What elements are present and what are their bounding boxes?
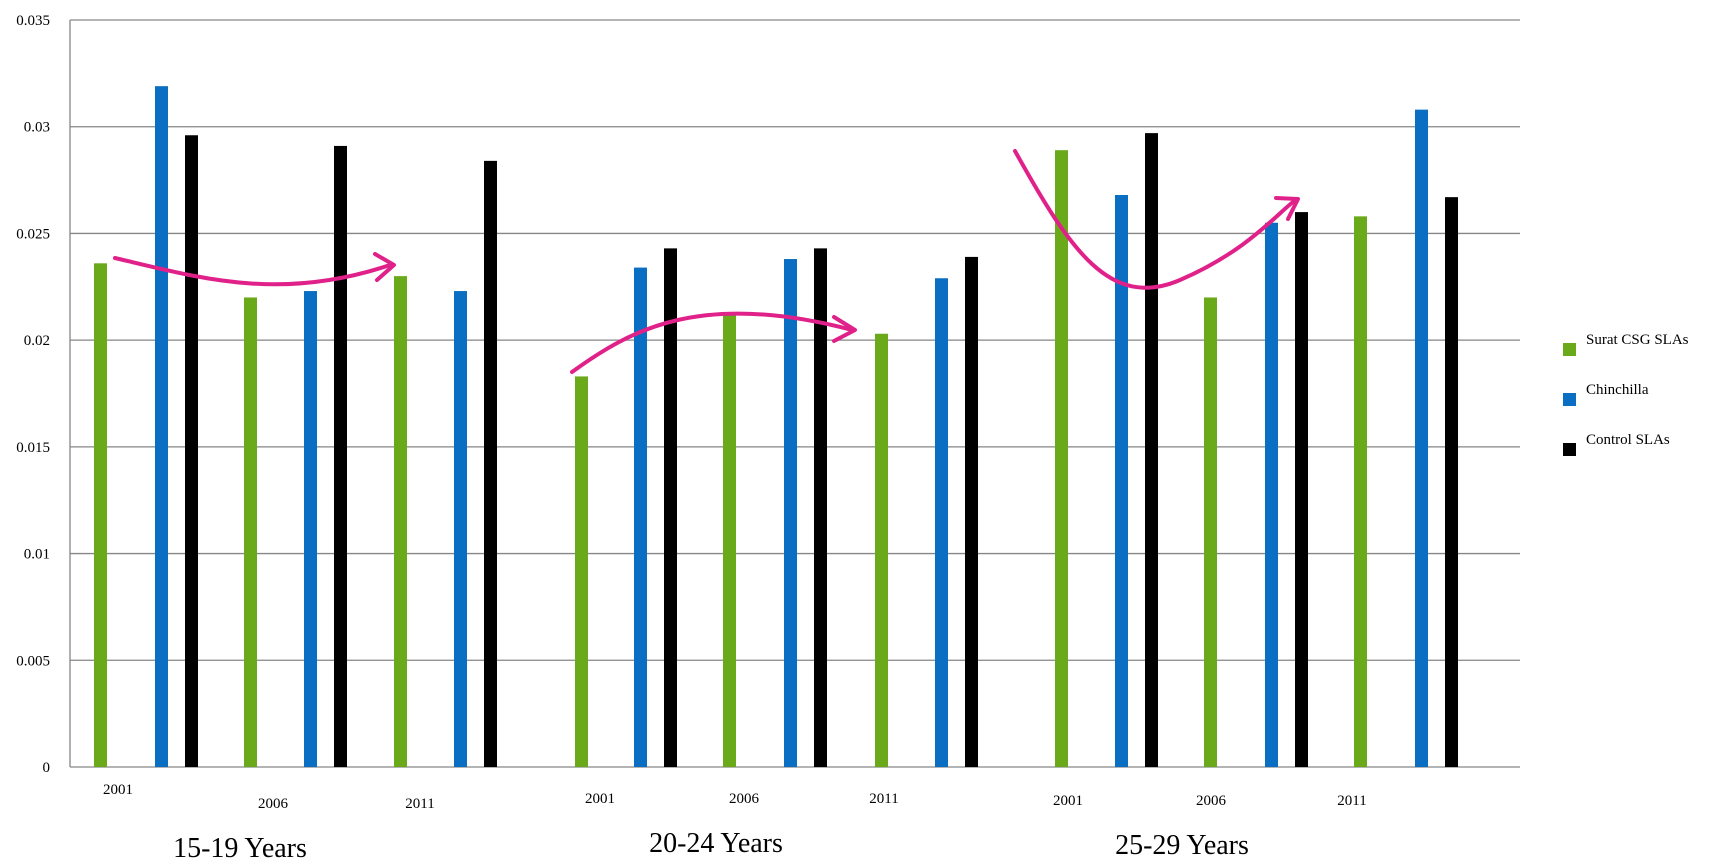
bar-surat-csg-slas [94, 263, 107, 767]
legend-swatch [1563, 443, 1576, 456]
bar-chinchilla [784, 259, 797, 767]
bar-chinchilla [634, 267, 647, 767]
y-tick-label: 0.035 [16, 13, 50, 29]
legend-swatch [1563, 343, 1576, 356]
x-year-label: 2001 [103, 782, 133, 798]
x-year-label: 2001 [1053, 793, 1083, 809]
x-year-label: 2011 [869, 791, 898, 807]
y-tick-label: 0.025 [16, 226, 50, 242]
y-tick-label: 0.01 [24, 547, 50, 563]
bar-control-slas [965, 256, 978, 767]
y-tick-label: 0.005 [16, 653, 50, 669]
legend-label: Chinchilla [1586, 382, 1649, 398]
bar-surat-csg-slas [394, 276, 407, 767]
bar-surat-csg-slas [1055, 150, 1068, 768]
bar-surat-csg-slas [723, 312, 736, 767]
bar-surat-csg-slas [1204, 297, 1217, 767]
bar-control-slas [1295, 212, 1308, 768]
bar-surat-csg-slas [875, 333, 888, 767]
x-year-label: 2006 [1196, 793, 1227, 809]
bar-surat-csg-slas [575, 376, 588, 767]
y-tick-label: 0.015 [16, 440, 50, 456]
x-group-label: 15-19 Years [173, 833, 307, 864]
bar-chinchilla [1415, 109, 1428, 767]
bar-control-slas [1145, 133, 1158, 768]
bar-surat-csg-slas [244, 297, 257, 767]
bar-control-slas [664, 248, 677, 767]
bar-control-slas [185, 135, 198, 767]
bar-chinchilla [454, 291, 467, 767]
x-year-label: 2001 [585, 791, 615, 807]
x-group-label: 20-24 Years [649, 828, 783, 859]
x-year-label: 2011 [1337, 793, 1366, 809]
trend-arrow [113, 256, 392, 287]
trend-arrow [570, 311, 854, 374]
bar-control-slas [334, 145, 347, 767]
trend-arrow [1013, 149, 1299, 290]
y-tick-label: 0.02 [24, 333, 50, 349]
bar-control-slas [814, 248, 827, 767]
y-tick-label: 0 [43, 760, 51, 776]
x-group-label: 25-29 Years [1115, 830, 1249, 861]
x-year-label: 2006 [729, 791, 760, 807]
bar-chinchilla [155, 86, 168, 768]
trend-arrowhead [373, 252, 396, 282]
bar-control-slas [484, 160, 497, 767]
bar-surat-csg-slas [1354, 216, 1367, 768]
legend-label: Control SLAs [1586, 432, 1670, 448]
trend-arrowhead [1274, 196, 1300, 221]
bar-control-slas [1445, 197, 1458, 767]
bar-chinchilla [1265, 222, 1278, 767]
bar-chinchilla [304, 291, 317, 767]
y-tick-label: 0.03 [24, 120, 50, 136]
bar-chinchilla [935, 278, 948, 767]
trend-arrowhead [832, 315, 857, 343]
bar-chinchilla [1115, 195, 1128, 768]
legend-swatch [1563, 393, 1576, 406]
x-year-label: 2006 [258, 796, 289, 812]
x-year-label: 2011 [405, 796, 434, 812]
legend-label: Surat CSG SLAs [1586, 332, 1689, 348]
